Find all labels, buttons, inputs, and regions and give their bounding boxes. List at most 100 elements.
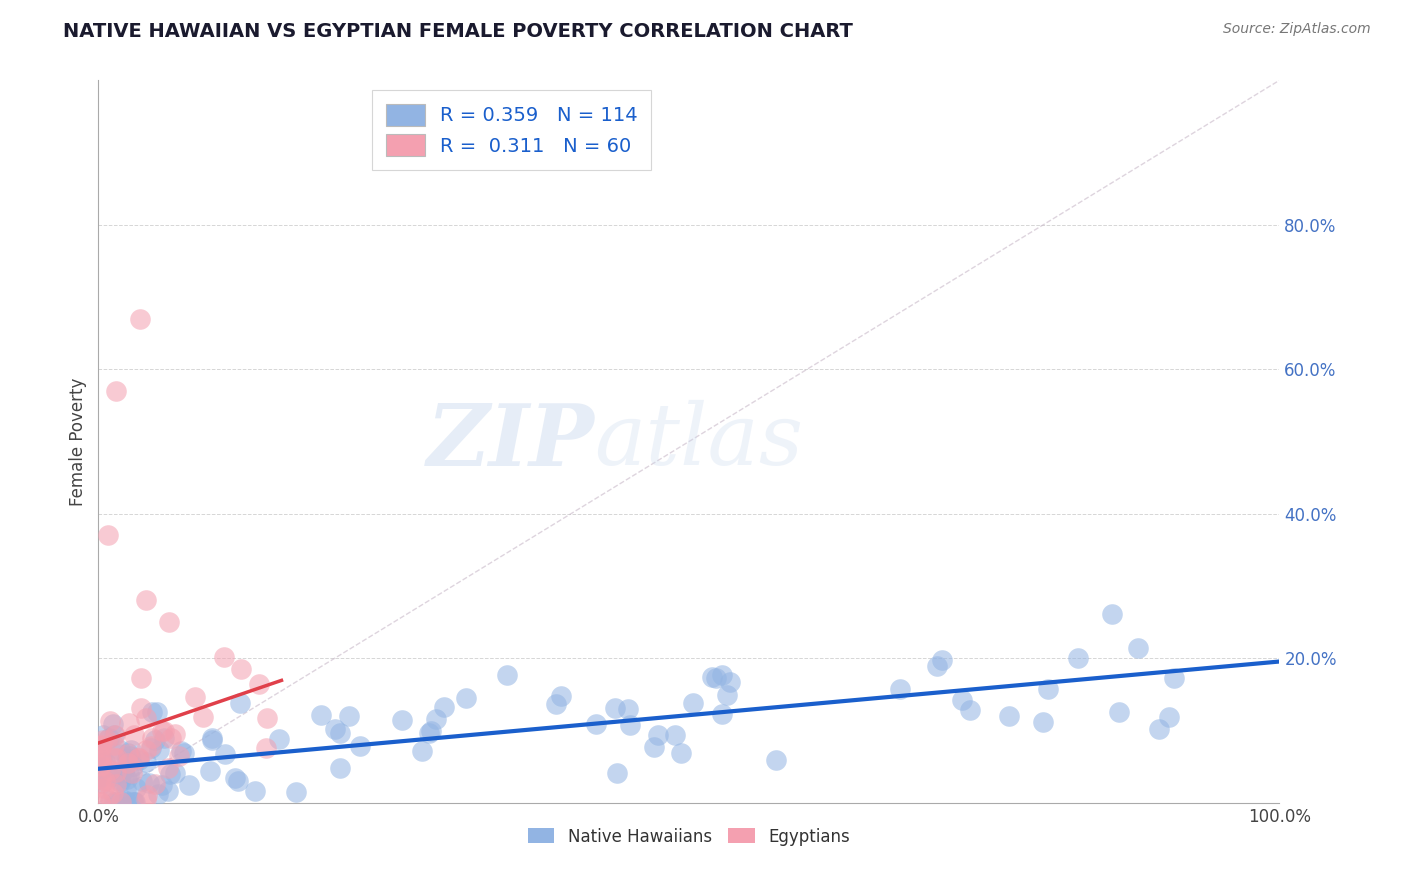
- Point: [129, 700, 152, 714]
- Point: [214, 747, 236, 762]
- Point: [90, 758, 112, 772]
- Point: [619, 718, 641, 732]
- Point: [1101, 607, 1123, 621]
- Point: [89, 739, 111, 754]
- Point: [104, 728, 127, 742]
- Point: [267, 731, 290, 746]
- Point: [150, 724, 173, 739]
- Point: [97, 789, 120, 803]
- Point: [150, 778, 173, 792]
- Point: [201, 731, 224, 745]
- Point: [108, 747, 131, 761]
- Point: [98, 731, 121, 745]
- Point: [90, 740, 112, 755]
- Point: [105, 765, 128, 780]
- Point: [704, 671, 727, 685]
- Point: [125, 780, 148, 795]
- Point: [110, 795, 132, 809]
- Point: [433, 700, 456, 714]
- Point: [454, 690, 477, 705]
- Point: [184, 690, 207, 704]
- Point: [122, 758, 145, 772]
- Point: [585, 716, 607, 731]
- Point: [89, 795, 111, 809]
- Point: [110, 766, 132, 780]
- Point: [122, 795, 145, 809]
- Point: [103, 738, 125, 752]
- Point: [159, 766, 181, 780]
- Point: [411, 744, 433, 758]
- Point: [671, 746, 693, 760]
- Point: [157, 761, 180, 775]
- Point: [90, 750, 112, 764]
- Point: [114, 795, 136, 809]
- Point: [952, 693, 974, 707]
- Point: [94, 773, 117, 788]
- Point: [100, 770, 122, 784]
- Point: [247, 676, 270, 690]
- Point: [139, 739, 162, 753]
- Point: [118, 716, 141, 731]
- Text: NATIVE HAWAIIAN VS EGYPTIAN FEMALE POVERTY CORRELATION CHART: NATIVE HAWAIIAN VS EGYPTIAN FEMALE POVER…: [63, 22, 853, 41]
- Point: [143, 777, 166, 791]
- Point: [153, 723, 176, 738]
- Point: [138, 775, 160, 789]
- Point: [169, 749, 191, 764]
- Point: [110, 775, 132, 789]
- Point: [201, 732, 224, 747]
- Point: [165, 765, 187, 780]
- Point: [90, 759, 112, 773]
- Point: [110, 743, 132, 757]
- Point: [148, 787, 170, 801]
- Point: [89, 750, 111, 764]
- Point: [91, 733, 114, 747]
- Point: [1036, 681, 1059, 696]
- Point: [115, 752, 138, 766]
- Point: [94, 756, 117, 770]
- Point: [104, 776, 127, 790]
- Point: [496, 668, 519, 682]
- Point: [170, 744, 193, 758]
- Point: [931, 653, 953, 667]
- Point: [603, 701, 626, 715]
- Point: [159, 731, 181, 745]
- Point: [89, 772, 111, 786]
- Point: [103, 717, 125, 731]
- Legend: Native Hawaiians, Egyptians: Native Hawaiians, Egyptians: [522, 821, 856, 852]
- Point: [91, 739, 114, 753]
- Point: [224, 771, 246, 785]
- Point: [128, 754, 150, 768]
- Point: [419, 723, 441, 738]
- Point: [117, 747, 139, 761]
- Point: [129, 671, 152, 685]
- Point: [173, 746, 195, 760]
- Point: [643, 739, 665, 754]
- Point: [93, 781, 115, 796]
- Text: atlas: atlas: [595, 401, 804, 483]
- Point: [127, 751, 149, 765]
- Point: [1032, 714, 1054, 729]
- Point: [91, 776, 114, 790]
- Point: [323, 722, 346, 736]
- Point: [156, 784, 179, 798]
- Point: [148, 743, 170, 757]
- Point: [117, 772, 139, 787]
- Point: [245, 783, 267, 797]
- Point: [418, 726, 440, 740]
- Point: [141, 731, 163, 746]
- Point: [254, 741, 277, 756]
- Point: [112, 793, 135, 807]
- Point: [131, 774, 153, 789]
- Point: [105, 384, 128, 398]
- Point: [143, 732, 166, 747]
- Point: [1157, 710, 1180, 724]
- Point: [391, 713, 413, 727]
- Point: [425, 712, 447, 726]
- Point: [96, 732, 118, 747]
- Point: [135, 791, 157, 805]
- Point: [309, 708, 332, 723]
- Point: [550, 689, 572, 703]
- Point: [97, 528, 120, 542]
- Point: [765, 753, 787, 767]
- Point: [285, 785, 308, 799]
